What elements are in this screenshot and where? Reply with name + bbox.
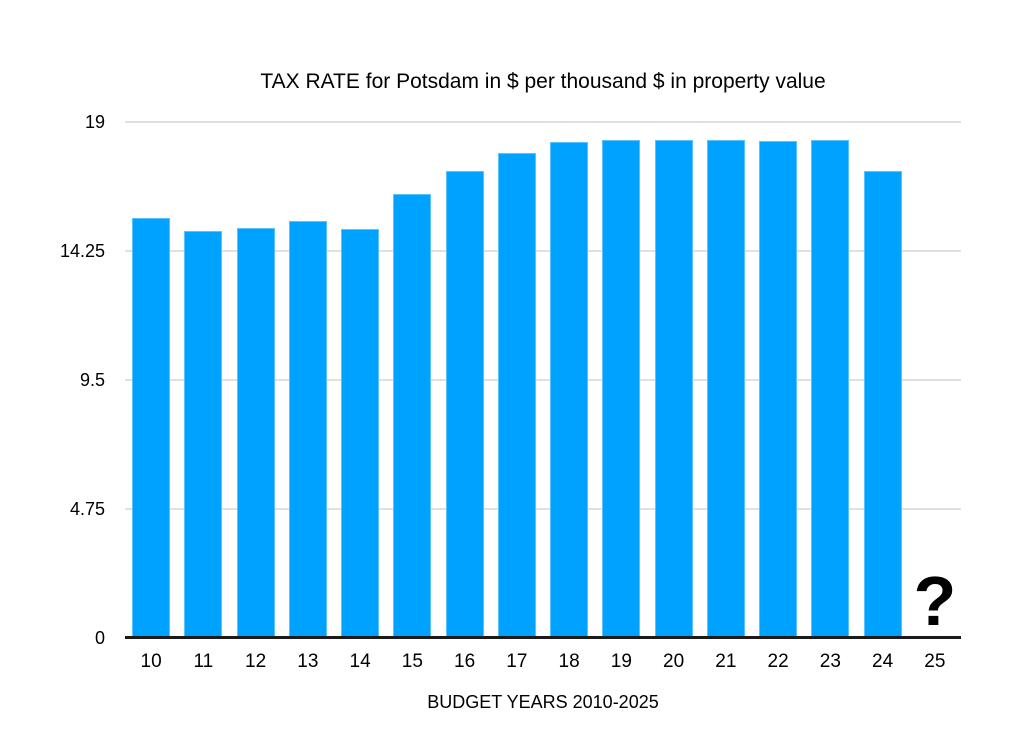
gridline xyxy=(125,508,961,510)
bar-year-14 xyxy=(341,229,380,638)
bar-slot xyxy=(700,122,752,638)
x-tick-label: 25 xyxy=(924,651,946,672)
x-tick-label: 21 xyxy=(715,651,737,672)
bar-slot xyxy=(230,122,282,638)
x-tick-labels: 10 11 12 13 14 15 16 17 18 19 20 21 22 23 24 25 xyxy=(125,651,961,673)
x-tick-label: 16 xyxy=(454,651,476,672)
bar-year-21 xyxy=(706,139,745,638)
x-tick-label: 17 xyxy=(506,651,528,672)
x-tick-label: 23 xyxy=(819,651,841,672)
x-tick-label: 24 xyxy=(872,651,894,672)
bar-slot xyxy=(439,122,491,638)
x-axis-line xyxy=(125,636,961,639)
bar-slot xyxy=(334,122,386,638)
y-tick-label: 19 xyxy=(84,112,105,132)
bar-year-17 xyxy=(497,153,536,638)
bar-year-22 xyxy=(759,141,798,638)
gridline xyxy=(125,379,961,381)
x-tick-label: 13 xyxy=(297,651,319,672)
x-axis-title: BUDGET YEARS 2010-2025 xyxy=(427,692,659,712)
plot-area: ? xyxy=(125,121,961,639)
x-tick-label: 11 xyxy=(193,651,214,672)
bar-slot xyxy=(752,122,804,638)
x-tick-label: 19 xyxy=(610,651,632,672)
x-tick-label: 10 xyxy=(140,651,162,672)
bar-year-10 xyxy=(132,218,171,638)
y-tick-label: 14.25 xyxy=(59,241,105,261)
bar-year-15 xyxy=(393,193,432,638)
bar-year-12 xyxy=(236,227,275,638)
bar-slot xyxy=(177,122,229,638)
bar-year-19 xyxy=(602,139,641,638)
bar-year-23 xyxy=(811,139,850,638)
bar-year-16 xyxy=(445,170,484,638)
bar-slot: ? xyxy=(909,122,961,638)
bar-slot xyxy=(857,122,909,638)
x-tick-label: 12 xyxy=(245,651,267,672)
bar-slot xyxy=(491,122,543,638)
x-tick-label: 22 xyxy=(767,651,789,672)
missing-value-question-mark: ? xyxy=(913,562,957,640)
bar-year-13 xyxy=(288,221,327,638)
bar-slot xyxy=(282,122,334,638)
bar-year-11 xyxy=(184,230,223,638)
gridline xyxy=(125,250,961,252)
x-tick-label: 15 xyxy=(401,651,423,672)
y-tick-label: 9.5 xyxy=(79,370,105,390)
bar-year-18 xyxy=(550,142,589,638)
bars-container: ? xyxy=(125,122,961,638)
y-tick-label: 0 xyxy=(94,628,105,648)
bar-slot xyxy=(804,122,856,638)
bar-slot xyxy=(543,122,595,638)
bar-slot xyxy=(595,122,647,638)
bar-slot xyxy=(386,122,438,638)
x-tick-label: 20 xyxy=(663,651,685,672)
bar-year-24 xyxy=(863,170,902,638)
y-tick-label: 4.75 xyxy=(69,499,105,519)
x-tick-label: 18 xyxy=(558,651,580,672)
bar-year-20 xyxy=(654,139,693,638)
bar-slot xyxy=(125,122,177,638)
x-tick-label: 14 xyxy=(349,651,371,672)
chart-title: TAX RATE for Potsdam in $ per thousand $… xyxy=(260,70,826,93)
bar-slot xyxy=(648,122,700,638)
gridline xyxy=(125,121,961,123)
